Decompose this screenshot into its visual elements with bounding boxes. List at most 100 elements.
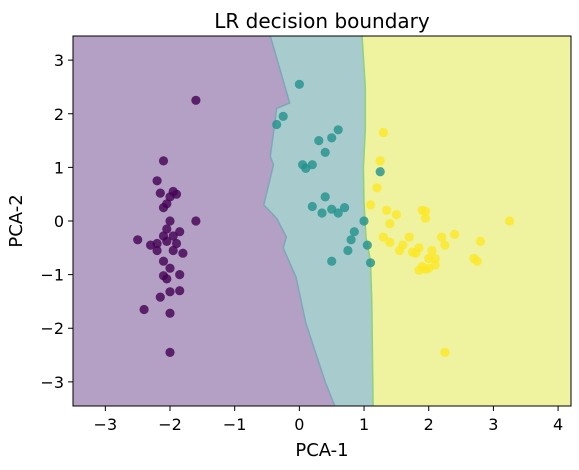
x-tick-label: 3: [488, 415, 498, 434]
x-tick-label: −3: [94, 415, 118, 434]
point-class-1: [301, 163, 311, 173]
point-class-0: [162, 274, 172, 284]
point-class-0: [165, 287, 175, 297]
point-class-2: [430, 260, 440, 270]
x-tick-label: −1: [223, 415, 247, 434]
y-axis-ticks: −3 −2 −1 0 1 2 3: [40, 51, 73, 392]
y-tick-label: 1: [54, 158, 64, 177]
point-class-1: [343, 245, 353, 256]
point-class-0: [158, 203, 169, 213]
point-class-0: [191, 95, 201, 105]
point-class-0: [171, 238, 182, 249]
point-class-1: [278, 111, 288, 121]
point-class-0: [175, 270, 185, 280]
point-class-0: [165, 263, 175, 273]
point-class-2: [475, 236, 486, 246]
point-class-1: [294, 79, 304, 89]
point-class-0: [165, 192, 175, 202]
point-class-0: [162, 224, 172, 234]
point-class-0: [175, 286, 185, 296]
point-class-0: [165, 216, 175, 226]
point-class-2: [427, 245, 437, 256]
chart-title: LR decision boundary: [214, 9, 430, 33]
point-class-0: [165, 347, 175, 357]
point-class-0: [133, 235, 143, 245]
point-class-2: [395, 245, 405, 256]
point-class-1: [359, 216, 369, 226]
point-class-2: [375, 156, 385, 166]
x-tick-label: −2: [158, 415, 182, 434]
point-class-1: [340, 203, 350, 213]
point-class-1: [333, 125, 343, 135]
point-class-2: [440, 347, 450, 357]
point-class-0: [168, 231, 178, 241]
y-tick-label: −2: [40, 319, 64, 338]
boundary-line: [262, 36, 336, 406]
point-class-2: [404, 232, 414, 242]
y-tick-label: −1: [40, 266, 64, 285]
point-class-2: [378, 232, 388, 242]
point-class-2: [382, 205, 392, 215]
region-class-1: [263, 36, 374, 406]
point-class-1: [320, 147, 330, 157]
point-class-0: [191, 216, 201, 226]
point-class-1: [365, 258, 376, 268]
x-tick-label: 2: [424, 415, 434, 434]
point-class-1: [349, 227, 359, 237]
point-class-1: [314, 136, 324, 146]
point-class-2: [365, 200, 376, 210]
point-class-1: [375, 167, 385, 177]
x-tick-label: 4: [553, 415, 563, 434]
point-class-1: [362, 240, 372, 250]
point-class-2: [385, 219, 395, 229]
point-class-2: [420, 213, 431, 223]
point-class-1: [346, 235, 356, 245]
point-class-2: [450, 229, 460, 239]
point-class-0: [155, 292, 165, 302]
point-class-2: [430, 253, 440, 264]
point-class-0: [152, 245, 162, 256]
point-class-0: [152, 238, 162, 249]
y-tick-label: 2: [54, 105, 64, 124]
region-class-0: [73, 36, 335, 406]
point-class-2: [372, 183, 382, 193]
point-class-0: [178, 248, 188, 258]
y-tick-label: 3: [54, 51, 64, 70]
x-tick-label: 0: [294, 415, 304, 434]
region-class-2: [362, 36, 571, 406]
point-class-0: [158, 156, 169, 166]
point-class-1: [317, 208, 327, 218]
point-class-1: [320, 192, 330, 202]
point-class-2: [391, 210, 401, 220]
point-class-2: [440, 240, 450, 250]
point-class-1: [333, 208, 343, 218]
point-class-2: [385, 237, 395, 247]
point-class-0: [139, 304, 149, 315]
point-class-2: [420, 264, 431, 274]
x-axis-label: PCA-1: [295, 440, 348, 461]
x-axis-ticks: −3 −2 −1 0 1 2 3 4: [94, 406, 563, 434]
decision-regions: [73, 36, 571, 406]
y-axis-label: PCA-2: [6, 194, 27, 247]
point-class-1: [327, 133, 337, 143]
point-class-2: [420, 206, 431, 216]
data-points: [133, 79, 515, 357]
point-class-0: [158, 231, 169, 241]
point-class-0: [158, 256, 169, 266]
point-class-1: [272, 119, 282, 130]
boundary-line: [361, 36, 374, 406]
point-class-2: [472, 256, 482, 266]
point-class-0: [168, 245, 178, 256]
y-tick-label: −3: [40, 373, 64, 392]
point-class-2: [437, 232, 447, 242]
point-class-1: [327, 256, 337, 266]
point-class-2: [505, 216, 515, 226]
point-class-0: [175, 227, 185, 237]
point-class-2: [414, 243, 424, 253]
point-class-2: [378, 127, 388, 138]
point-class-0: [165, 308, 175, 318]
point-class-1: [307, 201, 317, 212]
y-tick-label: 0: [54, 212, 64, 231]
point-class-0: [152, 176, 162, 186]
